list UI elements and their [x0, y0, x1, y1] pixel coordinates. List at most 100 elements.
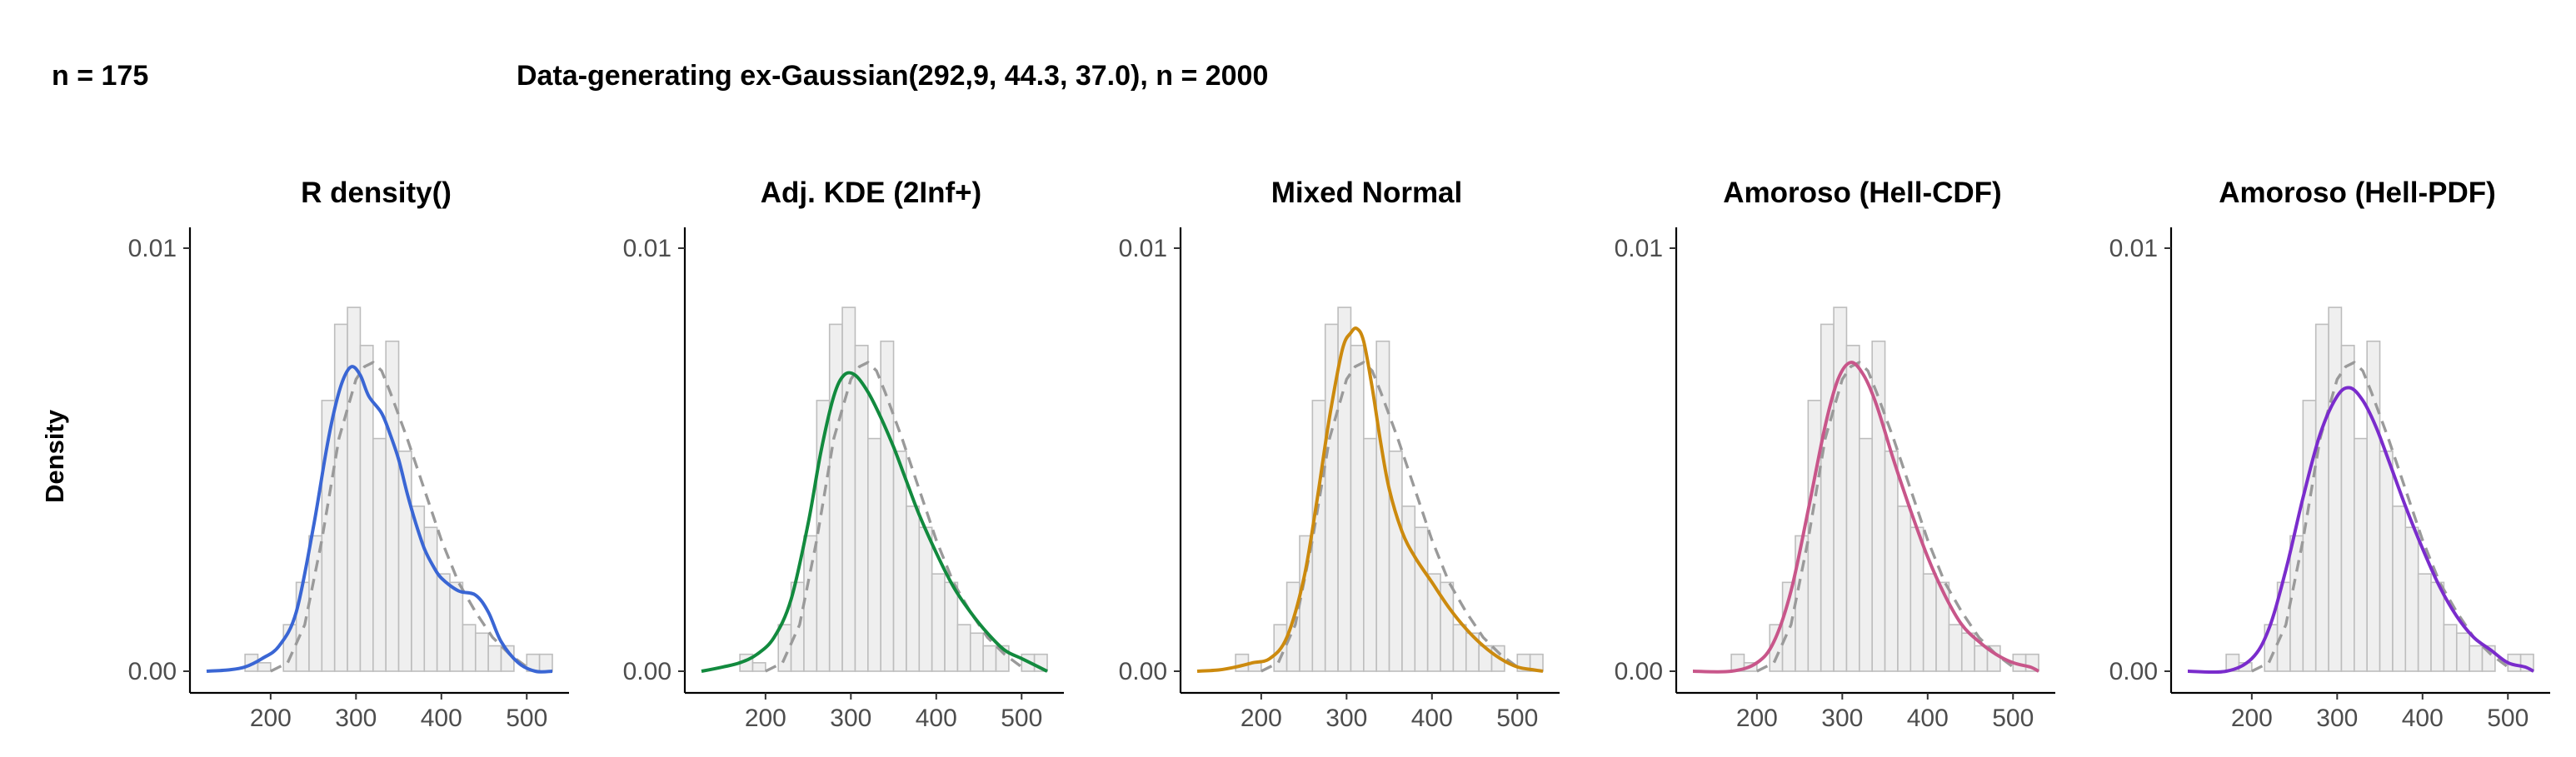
y-tick-label: 0.00 — [128, 658, 177, 685]
histogram-bar — [828, 323, 843, 672]
histogram-bar — [372, 437, 387, 672]
histogram-bar — [462, 624, 477, 672]
y-tick-label: 0.01 — [1615, 235, 1663, 262]
histogram-bar — [2379, 451, 2394, 672]
x-tick-label: 400 — [1907, 705, 1949, 732]
x-tick-label: 400 — [2402, 705, 2444, 732]
fitted-density-curve — [701, 371, 1048, 673]
histogram-bar — [2404, 526, 2419, 672]
histogram-bar — [880, 340, 895, 672]
histogram-bar — [1859, 437, 1873, 672]
x-tick-label: 500 — [2487, 705, 2529, 732]
histogram-bar — [969, 632, 984, 672]
x-tick-label: 500 — [1992, 705, 2034, 732]
fitted-density-curve — [206, 365, 553, 674]
y-axis-label: Density — [40, 409, 69, 503]
y-tick-label: 0.00 — [1119, 658, 1167, 685]
panel-title: Amoroso (Hell-CDF) — [1723, 177, 2001, 209]
histogram-bar — [2430, 581, 2445, 672]
histogram-bar — [1910, 526, 1925, 672]
histogram-bar — [1401, 505, 1416, 672]
panel-title: Amoroso (Hell-PDF) — [2219, 177, 2496, 209]
histogram-bar — [1845, 345, 1860, 672]
histogram-bar — [803, 535, 818, 672]
histogram-bar — [449, 581, 464, 672]
x-tick-label: 500 — [1496, 705, 1538, 732]
histogram-bar — [906, 505, 921, 672]
histogram-bar — [1414, 526, 1429, 672]
histogram-bar — [1884, 451, 1899, 672]
histogram-bar — [1897, 505, 1912, 672]
x-tick-label: 500 — [1001, 705, 1042, 732]
histogram-bar — [2354, 437, 2368, 672]
histogram-bar — [487, 645, 502, 672]
fitted-density-curve — [2187, 386, 2534, 675]
panel-4: Amoroso (Hell-CDF) 200 300 400 500 0.00 0.01 — [1615, 177, 2055, 732]
y-tick-label: 0.01 — [1119, 235, 1167, 262]
panel-3: Mixed Normal 200 300 400 500 0.00 0.01 — [1119, 177, 1560, 732]
histogram-bar — [2314, 323, 2329, 672]
histogram-bar — [1833, 306, 1848, 672]
histogram-bar — [1948, 624, 1963, 672]
histogram-bar — [841, 306, 856, 672]
histogram-bar — [1350, 345, 1365, 672]
histogram-bar — [538, 653, 553, 672]
panel-1: R density() 200 300 400 500 0.00 0.01 — [128, 177, 569, 732]
histogram-bar — [2392, 505, 2407, 672]
histogram-bar — [2302, 400, 2317, 672]
histogram-bar — [956, 624, 971, 672]
histogram-bar — [385, 340, 400, 672]
fitted-density-curve — [1692, 361, 2039, 674]
x-tick-label: 200 — [250, 705, 292, 732]
histogram-bar — [2455, 632, 2470, 672]
histogram-bar — [2340, 345, 2355, 672]
histogram-bar — [1388, 451, 1403, 672]
histogram-bar — [918, 526, 933, 672]
x-tick-label: 200 — [2231, 705, 2273, 732]
histogram-bar — [1363, 437, 1377, 672]
histogram-bar — [944, 581, 959, 672]
histogram-bar — [2366, 340, 2381, 672]
histogram-bar — [931, 573, 946, 672]
y-tick-label: 0.00 — [1615, 658, 1663, 685]
fitted-density-curve — [1196, 326, 1544, 673]
histogram-bar — [1375, 340, 1390, 672]
histogram-bar — [751, 662, 766, 672]
histogram-bar — [867, 437, 881, 672]
x-tick-label: 200 — [1736, 705, 1778, 732]
x-tick-label: 400 — [916, 705, 957, 732]
x-tick-label: 300 — [1821, 705, 1863, 732]
x-tick-label: 200 — [1241, 705, 1282, 732]
sample-size-label: n = 175 — [52, 60, 148, 92]
histogram-bar — [2328, 306, 2343, 672]
histogram-bar — [2289, 535, 2304, 672]
histogram-bar — [1960, 632, 1975, 672]
panel-title: Mixed Normal — [1271, 177, 1463, 209]
histogram-bar — [1807, 400, 1822, 672]
x-tick-label: 400 — [1411, 705, 1453, 732]
histogram-bar — [777, 624, 792, 672]
x-tick-label: 500 — [506, 705, 547, 732]
histogram-bar — [474, 632, 489, 672]
histogram-bar — [436, 573, 451, 672]
histogram-bar — [347, 306, 362, 672]
x-tick-label: 300 — [335, 705, 377, 732]
y-tick-label: 0.00 — [623, 658, 671, 685]
histogram-bar — [308, 535, 323, 672]
histogram-bar — [1922, 573, 1937, 672]
y-tick-label: 0.00 — [2109, 658, 2158, 685]
panel-title: Adj. KDE (2Inf+) — [761, 177, 981, 209]
x-tick-label: 200 — [745, 705, 786, 732]
panel-2: Adj. KDE (2Inf+) 200 300 400 500 0.00 0.01 — [623, 177, 1064, 732]
histogram-bar — [1311, 400, 1326, 672]
histogram-bar — [2417, 573, 2432, 672]
histogram-bar — [1452, 624, 1467, 672]
histogram-bar — [1871, 340, 1886, 672]
histogram-bar — [1974, 645, 1989, 672]
x-tick-label: 300 — [1325, 705, 1367, 732]
x-tick-label: 300 — [830, 705, 871, 732]
histogram-bar — [982, 645, 997, 672]
histogram-bar — [1820, 323, 1835, 672]
